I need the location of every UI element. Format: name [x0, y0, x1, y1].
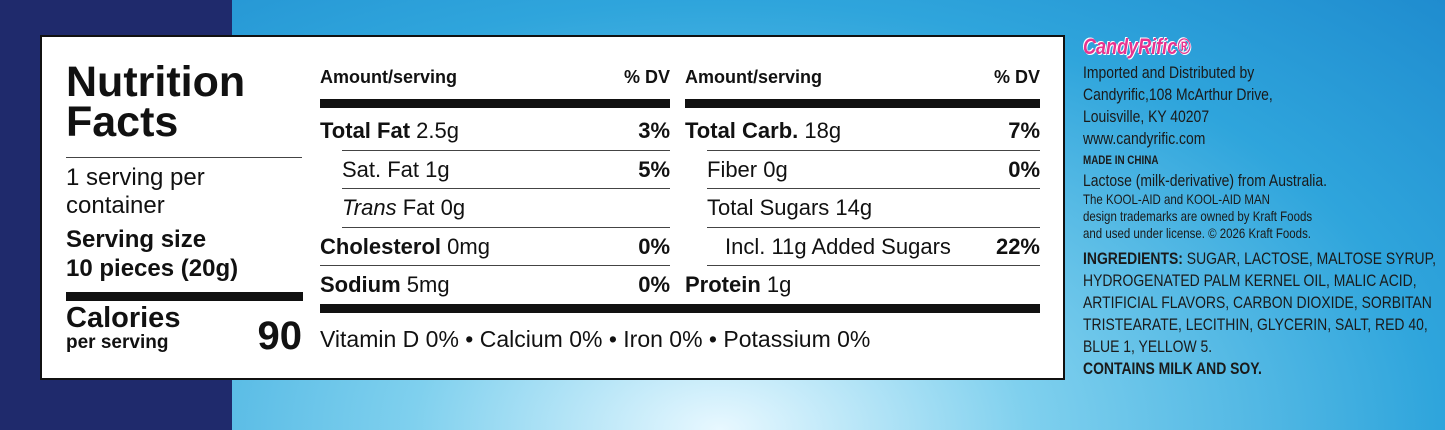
nutrient-italic: Trans	[342, 195, 397, 221]
panel-title: Nutrition Facts	[66, 58, 246, 146]
nutrient-amount: 5mg	[406, 272, 450, 298]
nutrient-dv: 22%	[995, 233, 1040, 259]
row-rule	[342, 226, 670, 228]
nutrient-row: Total Sugars 14g	[707, 195, 872, 221]
nutrient-name: Sodium	[320, 272, 401, 298]
nutrient-name: Total Sugars	[707, 195, 830, 221]
nutrient-row: Total Carb. 18g	[685, 118, 841, 144]
nutrient-dv: 0%	[638, 233, 670, 259]
nutrient-dv: 3%	[638, 118, 670, 143]
nutrient-row: Sat. Fat 1g	[342, 157, 450, 183]
nutrient-name: Sat. Fat	[342, 156, 420, 182]
nutrient-amount: 0g	[440, 195, 466, 221]
calories: 90	[257, 314, 303, 358]
distributor-line: Candyrific,108 McArthur Drive,	[1083, 85, 1273, 104]
nutrient-dv: 0%	[1008, 156, 1040, 182]
serving-size: 10 pieces (20g)	[66, 255, 239, 282]
nutrient-row: Sodium 5mg	[320, 272, 450, 298]
nutrient-dv: 0%	[638, 272, 670, 298]
ingredients-line: HYDROGENATED PALM KERNEL OIL, MALIC ACID…	[1083, 270, 1427, 292]
bar	[66, 292, 303, 301]
row-rule	[342, 188, 670, 190]
calories-sub: per serving	[66, 332, 169, 353]
nutrient-amount: 0mg	[447, 233, 490, 259]
nutrient-name: Fat	[402, 195, 435, 221]
nutrient-dv: 5%	[638, 156, 670, 182]
nutrient-amount: 1g	[766, 272, 792, 298]
calories-label: Calories	[66, 302, 181, 334]
ingredients: INGREDIENTS: SUGAR, LACTOSE, MALTOSE SYR…	[1083, 248, 1436, 358]
trademark-line: and used under license. © 2026 Kraft Foo…	[1083, 225, 1311, 241]
dv-header: % DV	[993, 67, 1040, 87]
nutrient-amount: 0g	[763, 156, 788, 182]
trademark-line: design trademarks are owned by Kraft Foo…	[1083, 208, 1313, 224]
ingredients-line: TRISTEARATE, LECITHIN, GLYCERIN, SALT, R…	[1083, 314, 1428, 336]
nutrient-amount: 11g Added Sugars	[771, 233, 951, 259]
ingredients-text: HYDROGENATED PALM KERNEL OIL, MALIC ACID…	[1083, 271, 1417, 290]
rule	[66, 157, 302, 158]
nutrient-name: Protein	[685, 272, 761, 298]
ingredients-text: BLUE 1, YELLOW 5.	[1083, 337, 1213, 356]
nutrient-name: Total Carb.	[685, 118, 799, 143]
ingredients-line: INGREDIENTS: SUGAR, LACTOSE, MALTOSE SYR…	[1083, 248, 1436, 270]
nutrient-row: Incl. 11g Added Sugars	[725, 234, 951, 260]
nutrient-amount: 14g	[835, 195, 873, 221]
row-rule	[320, 265, 670, 267]
row-rule	[342, 149, 670, 151]
ingredients-text: ARTIFICIAL FLAVORS, CARBON DIOXIDE, SORB…	[1083, 293, 1432, 312]
ingredients-line: BLUE 1, YELLOW 5.	[1083, 336, 1427, 358]
distributor-line: Imported and Distributed by	[1083, 63, 1255, 82]
serving-size-label: Serving size	[66, 226, 207, 253]
nutrient-name: Incl.	[725, 233, 766, 259]
row-rule	[707, 149, 1040, 151]
nutrient-row: Total Fat 2.5g	[320, 118, 459, 144]
distributor-line: www.candyrific.com	[1083, 129, 1206, 148]
bar	[320, 304, 1040, 313]
origin: MADE IN CHINA	[1083, 153, 1159, 167]
nutrient-row: Cholesterol 0mg	[320, 234, 490, 260]
amount-header: Amount/serving	[685, 67, 823, 87]
dv-header: % DV	[623, 67, 670, 87]
trademark-line: The KOOL-AID and KOOL-AID MAN	[1083, 191, 1270, 207]
info-block: CandyRific® Imported and Distributed by Ca…	[1083, 34, 1436, 380]
row-rule	[707, 265, 1040, 267]
ingredients-text: TRISTEARATE, LECITHIN, GLYCERIN, SALT, R…	[1083, 315, 1428, 334]
brand: CandyRific®	[1083, 34, 1191, 59]
nutrient-amount: 2.5g	[416, 118, 459, 143]
nutrient-name: Total Fat	[320, 118, 411, 143]
distributor-line: Louisville, KY 40207	[1083, 107, 1210, 126]
nutrient-row: Fiber 0g	[707, 157, 788, 183]
bar	[685, 99, 1040, 108]
row-rule	[707, 226, 1040, 228]
nutrient-name: Fiber	[707, 156, 758, 182]
amount-header: Amount/serving	[320, 67, 458, 87]
nutrient-amount: 18g	[804, 118, 842, 143]
vitamins: Vitamin D 0% • Calcium 0% • Iron 0% • Po…	[320, 326, 871, 352]
servings: 1 serving per container	[66, 164, 205, 219]
ingredients-label: INGREDIENTS:	[1083, 249, 1183, 268]
nutrition-panel	[40, 35, 1065, 380]
allergens: CONTAINS MILK AND SOY.	[1083, 359, 1262, 378]
nutrient-row: Trans Fat 0g	[342, 195, 465, 221]
ingredients-text: SUGAR, LACTOSE, MALTOSE SYRUP,	[1186, 249, 1436, 268]
ingredients-line: ARTIFICIAL FLAVORS, CARBON DIOXIDE, SORB…	[1083, 292, 1432, 314]
nutrient-dv: 7%	[1008, 118, 1040, 143]
lactose: Lactose (milk-derivative) from Australia…	[1083, 171, 1328, 190]
nutrient-row: Protein 1g	[685, 272, 791, 298]
bar	[320, 99, 670, 108]
row-rule	[707, 188, 1040, 190]
nutrient-name: Cholesterol	[320, 233, 442, 259]
nutrient-amount: 1g	[425, 156, 450, 182]
